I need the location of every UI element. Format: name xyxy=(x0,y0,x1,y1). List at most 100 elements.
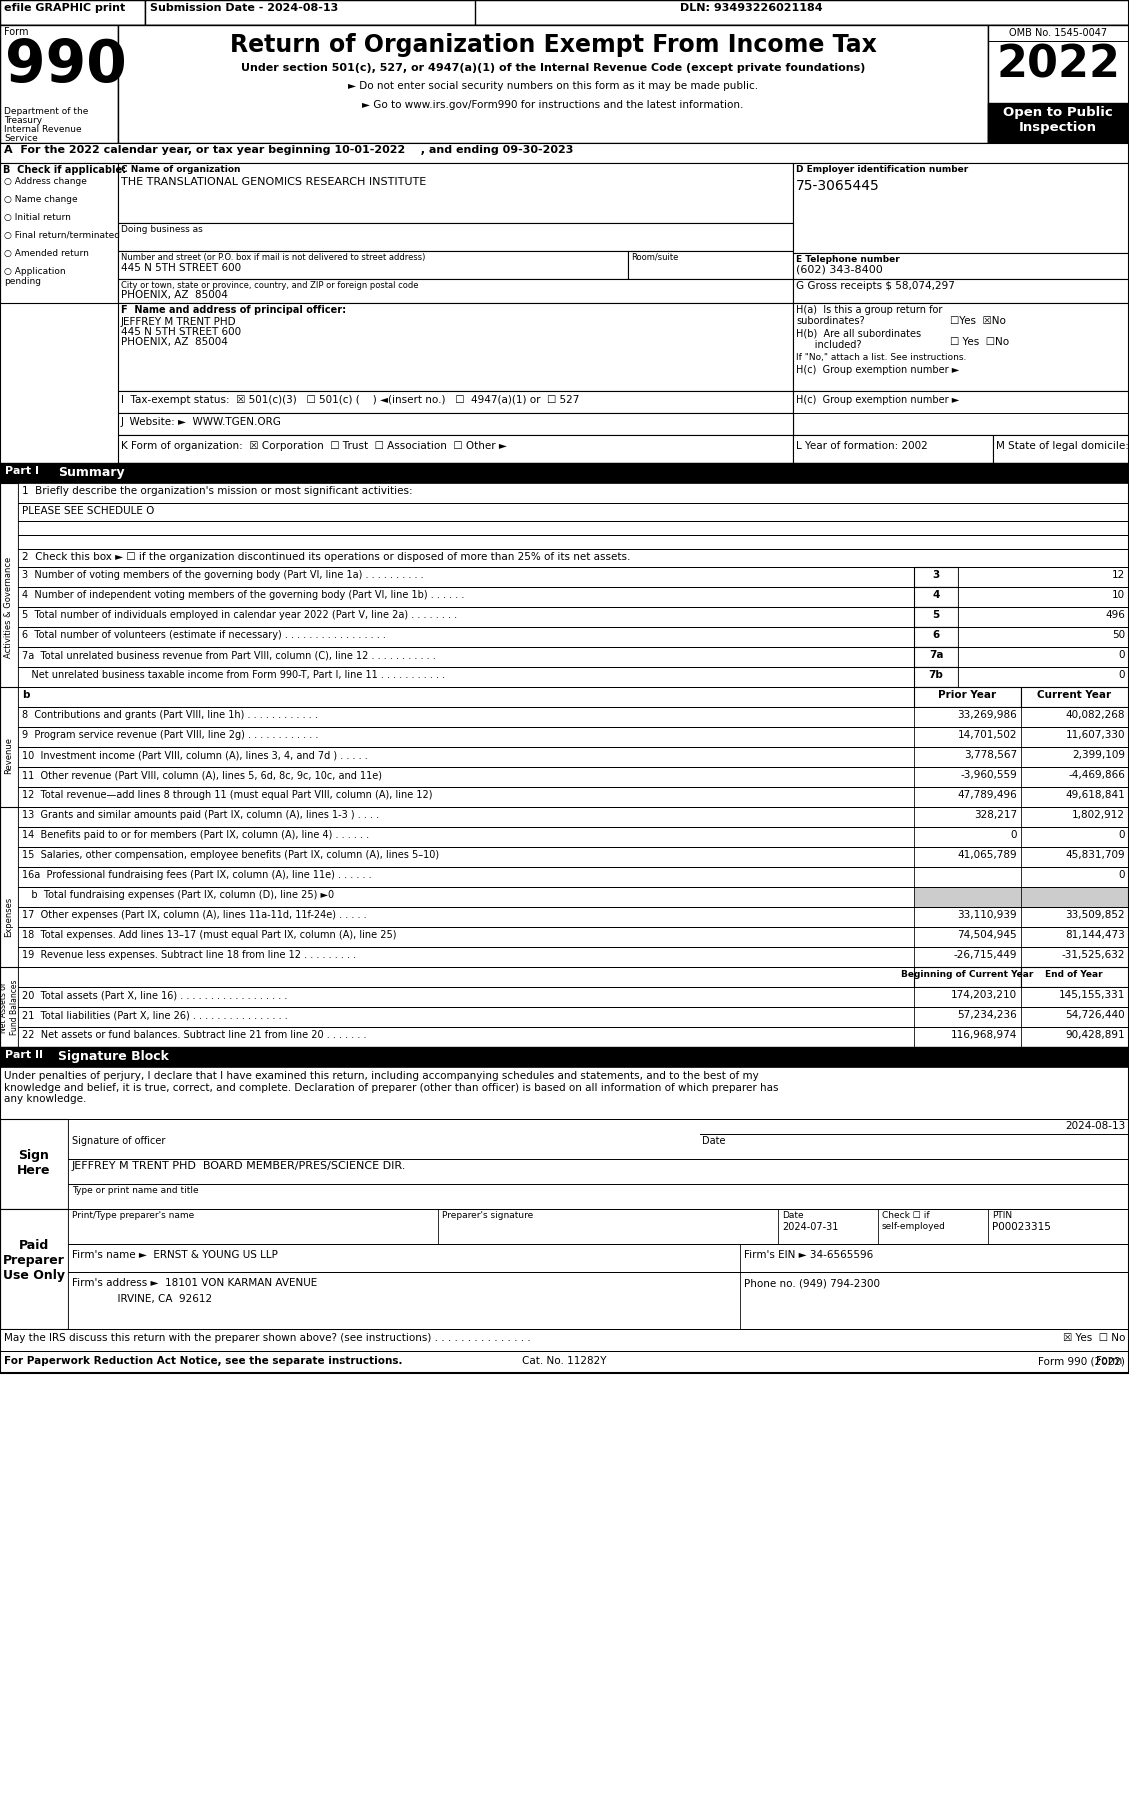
Bar xyxy=(1021,827,1129,847)
Text: b: b xyxy=(21,689,29,700)
Bar xyxy=(18,628,914,648)
Bar xyxy=(18,827,914,847)
Text: Expenses: Expenses xyxy=(5,896,14,938)
Bar xyxy=(1021,867,1129,887)
Bar xyxy=(959,568,1129,588)
Bar xyxy=(914,608,959,628)
Text: 7a: 7a xyxy=(929,649,943,660)
Bar xyxy=(914,747,1021,767)
Bar xyxy=(438,1208,778,1244)
Text: 1  Briefly describe the organization's mission or most significant activities:: 1 Briefly describe the organization's mi… xyxy=(21,486,412,495)
Bar xyxy=(914,847,1021,867)
Text: 116,968,974: 116,968,974 xyxy=(951,1030,1017,1039)
Text: b  Total fundraising expenses (Part IX, column (D), line 25) ►0: b Total fundraising expenses (Part IX, c… xyxy=(21,891,334,900)
Text: Net Assets or
Fund Balances: Net Assets or Fund Balances xyxy=(0,980,19,1034)
Text: Internal Revenue: Internal Revenue xyxy=(5,125,81,134)
Text: Under section 501(c), 527, or 4947(a)(1) of the Internal Revenue Code (except pr: Under section 501(c), 527, or 4947(a)(1)… xyxy=(240,63,865,73)
Bar xyxy=(793,252,1129,279)
Text: 17  Other expenses (Part IX, column (A), lines 11a-11d, 11f-24e) . . . . .: 17 Other expenses (Part IX, column (A), … xyxy=(21,911,367,920)
Bar xyxy=(914,807,1021,827)
Text: Current Year: Current Year xyxy=(1036,689,1111,700)
Bar xyxy=(0,1047,1129,1067)
Text: Return of Organization Exempt From Income Tax: Return of Organization Exempt From Incom… xyxy=(229,33,876,56)
Bar xyxy=(793,435,994,463)
Text: self-employed: self-employed xyxy=(882,1223,946,1232)
Text: 4  Number of independent voting members of the governing body (Part VI, line 1b): 4 Number of independent voting members o… xyxy=(21,590,464,600)
Bar xyxy=(119,392,793,414)
Text: Part II: Part II xyxy=(5,1050,43,1059)
Text: PHOENIX, AZ  85004: PHOENIX, AZ 85004 xyxy=(121,337,228,346)
Text: 33,509,852: 33,509,852 xyxy=(1066,911,1124,920)
Text: ☒ Yes  ☐ No: ☒ Yes ☐ No xyxy=(1062,1333,1124,1342)
Text: 445 N 5TH STREET 600: 445 N 5TH STREET 600 xyxy=(121,327,242,337)
Bar xyxy=(914,1027,1021,1047)
Text: F  Name and address of principal officer:: F Name and address of principal officer: xyxy=(121,305,347,316)
Bar xyxy=(914,707,1021,727)
Text: 6  Total number of volunteers (estimate if necessary) . . . . . . . . . . . . . : 6 Total number of volunteers (estimate i… xyxy=(21,629,386,640)
Text: Sign
Here: Sign Here xyxy=(17,1148,51,1177)
Bar xyxy=(18,867,914,887)
Text: ○ Initial return: ○ Initial return xyxy=(5,212,71,221)
Text: OMB No. 1545-0047: OMB No. 1545-0047 xyxy=(1009,27,1108,38)
Bar xyxy=(1021,767,1129,787)
Bar xyxy=(18,535,1129,550)
Bar xyxy=(18,927,914,947)
Bar xyxy=(18,767,914,787)
Bar xyxy=(988,1208,1129,1244)
Text: B  Check if applicable:: B Check if applicable: xyxy=(3,165,126,174)
Text: Cat. No. 11282Y: Cat. No. 11282Y xyxy=(522,1357,606,1366)
Text: K Form of organization:  ☒ Corporation  ☐ Trust  ☐ Association  ☐ Other ►: K Form of organization: ☒ Corporation ☐ … xyxy=(121,441,507,452)
Text: 174,203,210: 174,203,210 xyxy=(951,990,1017,1000)
Text: Prior Year: Prior Year xyxy=(938,689,996,700)
Text: If "No," attach a list. See instructions.: If "No," attach a list. See instructions… xyxy=(796,354,966,363)
Text: JEFFREY M TRENT PHD  BOARD MEMBER/PRES/SCIENCE DIR.: JEFFREY M TRENT PHD BOARD MEMBER/PRES/SC… xyxy=(72,1161,406,1172)
Text: Treasury: Treasury xyxy=(5,116,42,125)
Text: 7b: 7b xyxy=(928,669,944,680)
Text: 21  Total liabilities (Part X, line 26) . . . . . . . . . . . . . . . .: 21 Total liabilities (Part X, line 26) .… xyxy=(21,1010,288,1019)
Text: 16a  Professional fundraising fees (Part IX, column (A), line 11e) . . . . . .: 16a Professional fundraising fees (Part … xyxy=(21,871,371,880)
Bar xyxy=(988,25,1129,143)
Bar xyxy=(739,1244,1129,1272)
Bar xyxy=(119,279,793,303)
Text: H(b)  Are all subordinates: H(b) Are all subordinates xyxy=(796,328,921,339)
Text: 74,504,945: 74,504,945 xyxy=(957,931,1017,940)
Bar xyxy=(914,907,1021,927)
Bar xyxy=(959,588,1129,608)
Text: -31,525,632: -31,525,632 xyxy=(1061,951,1124,960)
Text: -3,960,559: -3,960,559 xyxy=(961,769,1017,780)
Text: H(a)  Is this a group return for: H(a) Is this a group return for xyxy=(796,305,943,316)
Bar xyxy=(914,568,959,588)
Text: 45,831,709: 45,831,709 xyxy=(1066,851,1124,860)
Bar xyxy=(68,1119,1129,1208)
Text: G Gross receipts $ 58,074,297: G Gross receipts $ 58,074,297 xyxy=(796,281,955,290)
Text: 2024-07-31: 2024-07-31 xyxy=(782,1223,839,1232)
Text: PHOENIX, AZ  85004: PHOENIX, AZ 85004 xyxy=(121,290,228,299)
Bar xyxy=(18,668,914,688)
Text: M State of legal domicile: AZ: M State of legal domicile: AZ xyxy=(996,441,1129,452)
Text: -4,469,866: -4,469,866 xyxy=(1068,769,1124,780)
Bar xyxy=(18,967,914,987)
Bar xyxy=(0,1208,68,1330)
Bar xyxy=(119,163,793,223)
Bar xyxy=(914,787,1021,807)
Text: Revenue: Revenue xyxy=(5,738,14,775)
Bar xyxy=(914,1007,1021,1027)
Bar xyxy=(18,887,914,907)
Text: Room/suite: Room/suite xyxy=(631,252,679,261)
Bar xyxy=(119,223,793,250)
Bar xyxy=(914,668,959,688)
Bar xyxy=(0,163,119,303)
Text: ► Go to www.irs.gov/Form990 for instructions and the latest information.: ► Go to www.irs.gov/Form990 for instruct… xyxy=(362,100,744,111)
Text: ○ Address change: ○ Address change xyxy=(5,178,87,187)
Text: JEFFREY M TRENT PHD: JEFFREY M TRENT PHD xyxy=(121,317,237,327)
Bar xyxy=(1021,1027,1129,1047)
Text: included?: included? xyxy=(796,339,861,350)
Text: Summary: Summary xyxy=(58,466,124,479)
Text: A  For the 2022 calendar year, or tax year beginning 10-01-2022    , and ending : A For the 2022 calendar year, or tax yea… xyxy=(5,145,574,154)
Text: Form: Form xyxy=(5,27,28,36)
Bar xyxy=(18,987,914,1007)
Bar xyxy=(0,25,1129,143)
Text: 5: 5 xyxy=(933,610,939,620)
Bar xyxy=(1021,907,1129,927)
Bar xyxy=(1021,847,1129,867)
